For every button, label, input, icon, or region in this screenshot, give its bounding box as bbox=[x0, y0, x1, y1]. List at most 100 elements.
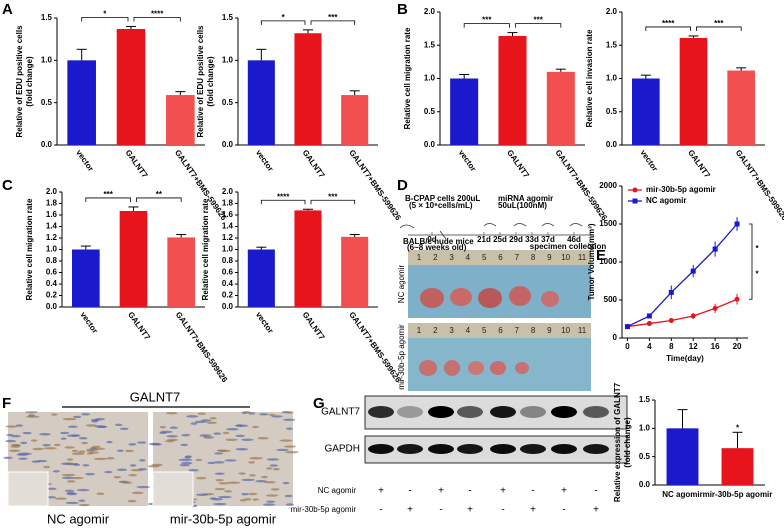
ihc-inset bbox=[152, 471, 194, 507]
mouse-icons bbox=[399, 223, 583, 229]
bar bbox=[72, 249, 100, 307]
ruler-number: 3 bbox=[449, 253, 454, 262]
cell bbox=[285, 450, 299, 454]
bar bbox=[67, 60, 96, 146]
y-tick-label: 500 bbox=[604, 295, 618, 304]
sign: - bbox=[531, 486, 534, 497]
y-tick-label: 1.0 bbox=[222, 245, 234, 254]
ruler-number: 8 bbox=[531, 326, 536, 335]
tumor bbox=[468, 361, 484, 375]
cell bbox=[266, 500, 276, 503]
x-tick-label: 16 bbox=[711, 342, 720, 351]
cell bbox=[213, 502, 227, 506]
y-tick-label: 0.2 bbox=[46, 291, 58, 300]
significance-bracket bbox=[310, 199, 356, 205]
cell bbox=[169, 426, 178, 429]
cell bbox=[203, 436, 215, 439]
bar bbox=[632, 78, 660, 145]
sign: - bbox=[379, 505, 382, 516]
cell bbox=[5, 425, 18, 428]
ruler-number: 8 bbox=[531, 253, 536, 262]
y-tick-label: 2000 bbox=[599, 181, 617, 190]
cell bbox=[5, 439, 17, 443]
band bbox=[583, 406, 609, 418]
y-tick-label: 1500 bbox=[599, 219, 617, 228]
legend-marker bbox=[632, 187, 638, 193]
cell bbox=[32, 447, 44, 451]
cell bbox=[186, 415, 199, 418]
y-tick-label: 1.5 bbox=[41, 13, 53, 22]
panel-label: E bbox=[596, 247, 606, 264]
schematic-text: 46d bbox=[567, 235, 581, 244]
ruler-number: 11 bbox=[578, 326, 587, 335]
bar bbox=[341, 236, 369, 307]
cell bbox=[242, 411, 251, 414]
schematic-text: 29d bbox=[509, 235, 523, 244]
cell bbox=[214, 487, 226, 491]
cell bbox=[167, 438, 179, 442]
cell bbox=[196, 493, 208, 496]
y-axis-label: Relative of EDU positive cells bbox=[196, 25, 205, 138]
cell bbox=[64, 489, 75, 493]
cell bbox=[196, 476, 207, 480]
cell bbox=[36, 459, 48, 463]
ihc-inset bbox=[7, 471, 49, 507]
cell bbox=[211, 498, 223, 501]
x-tick-label: 12 bbox=[689, 342, 698, 351]
cell bbox=[89, 451, 99, 454]
cell bbox=[94, 457, 108, 461]
cell bbox=[119, 427, 129, 430]
cell bbox=[266, 467, 273, 470]
bar bbox=[498, 35, 527, 145]
cell bbox=[131, 491, 144, 495]
cell bbox=[85, 472, 96, 476]
cell bbox=[96, 492, 105, 495]
panel-label: F bbox=[2, 395, 11, 412]
y-tick-label: 0.5 bbox=[606, 107, 618, 116]
y-axis-label: (fold change) bbox=[623, 417, 632, 468]
y-tick-label: 1.4 bbox=[222, 222, 234, 231]
cell bbox=[81, 413, 90, 416]
cell bbox=[92, 445, 101, 449]
cell bbox=[106, 440, 113, 444]
significance-label: *** bbox=[714, 19, 724, 28]
significance-label: * bbox=[103, 10, 107, 19]
cell bbox=[66, 458, 74, 461]
significance-bracket bbox=[515, 23, 562, 28]
cell bbox=[270, 488, 280, 491]
cell bbox=[148, 442, 161, 446]
cell bbox=[241, 492, 249, 496]
y-tick-label: 0.4 bbox=[46, 279, 58, 288]
y-tick-label: 0.0 bbox=[222, 302, 234, 311]
y-tick-label: 0.5 bbox=[639, 452, 651, 461]
row-label: mir-30b-5p agomir bbox=[291, 505, 357, 514]
significance-label: *** bbox=[482, 16, 492, 25]
marker bbox=[712, 246, 718, 252]
cell bbox=[94, 425, 106, 428]
sign: - bbox=[501, 505, 504, 516]
y-tick-label: 0.8 bbox=[222, 256, 234, 265]
marker bbox=[690, 313, 696, 319]
schematic-text: (6~8 weeks old) bbox=[407, 243, 467, 252]
tumor bbox=[541, 291, 559, 307]
y-tick-label: 1000 bbox=[599, 257, 617, 266]
cell bbox=[241, 438, 254, 442]
marker bbox=[734, 221, 740, 227]
ihc-label: mir-30b-5p agomir bbox=[170, 511, 277, 526]
cell bbox=[66, 434, 80, 437]
cell bbox=[159, 431, 167, 435]
cell bbox=[139, 459, 146, 462]
legend-marker bbox=[632, 198, 638, 204]
cell bbox=[66, 480, 76, 483]
bar bbox=[294, 210, 322, 307]
cell bbox=[214, 472, 225, 475]
cell bbox=[38, 433, 51, 436]
cell bbox=[60, 431, 70, 435]
bar bbox=[116, 29, 146, 145]
tumor bbox=[444, 360, 460, 376]
y-axis-label: Relative expression of GALNT7 bbox=[613, 382, 622, 502]
cell bbox=[238, 472, 246, 475]
cell bbox=[235, 448, 249, 451]
ruler bbox=[408, 323, 591, 338]
ruler-number: 2 bbox=[433, 253, 438, 262]
